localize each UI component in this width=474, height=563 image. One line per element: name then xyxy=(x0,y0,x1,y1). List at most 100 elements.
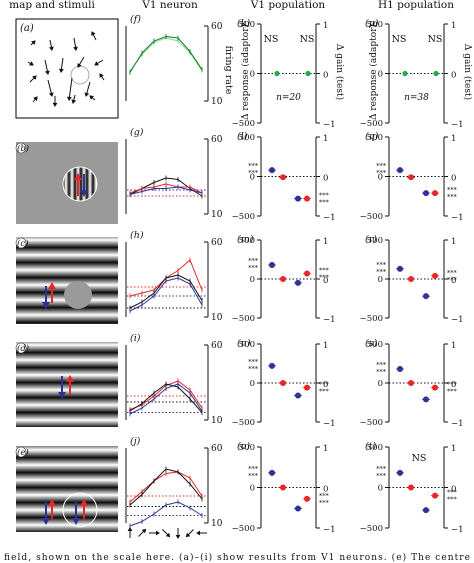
tick-label: 0 xyxy=(378,173,383,183)
tick-label: 10 xyxy=(211,313,223,323)
vector-head xyxy=(66,96,72,101)
tick-label: 10 xyxy=(211,416,223,426)
direction-arrow-head xyxy=(185,532,191,538)
tick-label: 0 xyxy=(378,484,383,494)
direction-arrow-head xyxy=(156,530,160,536)
vector-head xyxy=(91,31,96,36)
vector-head xyxy=(99,73,104,78)
tick-label: −1 xyxy=(323,525,336,535)
delta-response-label-v1: Δ response (adaptor) xyxy=(240,24,251,120)
data-point xyxy=(295,392,301,399)
significance-stars: *** xyxy=(447,496,458,504)
tick-label: −500 xyxy=(360,119,383,129)
tick-label: 1 xyxy=(323,237,328,247)
data-point xyxy=(305,70,311,77)
data-point xyxy=(295,195,301,202)
header-h1-population: H1 population xyxy=(378,0,454,11)
ns-label: NS xyxy=(300,34,315,45)
header-v1-population: V1 population xyxy=(250,0,326,11)
tick-label: −500 xyxy=(232,524,255,534)
significance-stars: *** xyxy=(447,193,458,201)
significance-stars: *** xyxy=(248,358,259,366)
tick-label: 1 xyxy=(451,341,456,351)
data-point xyxy=(304,195,310,202)
tick-label: −1 xyxy=(451,120,464,130)
tick-label: 500 xyxy=(367,340,383,350)
significance-stars: *** xyxy=(319,267,330,275)
data-point xyxy=(432,190,438,197)
direction-arrow-head xyxy=(141,528,147,534)
vector-head xyxy=(32,75,37,80)
tick-label: 0 xyxy=(451,380,456,390)
panel-letter: (h) xyxy=(130,230,144,241)
vector-head xyxy=(84,92,90,97)
panel-letter: (f) xyxy=(130,14,141,25)
data-point xyxy=(397,167,403,174)
data-point xyxy=(423,507,429,514)
panel-letter: (r) xyxy=(365,234,377,245)
direction-arrow-head xyxy=(196,530,200,536)
tick-label: 1 xyxy=(323,21,328,31)
ns-label: NS xyxy=(392,34,407,45)
direction-arrows xyxy=(127,527,207,539)
tick-label: 0 xyxy=(250,484,255,494)
panel-b-stimulus: (b) xyxy=(15,142,118,224)
data-point xyxy=(304,270,310,277)
data-point xyxy=(408,174,414,181)
significance-stars: *** xyxy=(447,388,458,396)
significance-stars: *** xyxy=(248,472,259,480)
panel-letter: (t) xyxy=(365,441,377,452)
delta-response-label-h1: Δ response (adaptor) xyxy=(368,24,379,120)
data-point xyxy=(402,70,408,77)
panel-d-stimulus: (d) xyxy=(15,342,118,427)
tick-label: 10 xyxy=(211,210,223,220)
direction-arrow-head xyxy=(175,535,181,539)
data-point xyxy=(269,362,275,369)
significance-stars: *** xyxy=(319,381,330,389)
data-point xyxy=(295,279,301,286)
motion-vector xyxy=(68,77,73,101)
vector-head xyxy=(89,95,94,100)
tick-label: 10 xyxy=(211,519,223,529)
data-point xyxy=(295,505,301,512)
data-point xyxy=(433,70,439,77)
tick-label: 0 xyxy=(323,71,328,81)
tick-label: −1 xyxy=(323,120,336,130)
panel-c-stimulus: (c) xyxy=(15,237,118,324)
vector-head xyxy=(44,70,50,75)
significance-stars: *** xyxy=(319,192,330,200)
vector-head xyxy=(31,40,36,45)
panel-letter: (n) xyxy=(237,338,251,349)
tick-label: 500 xyxy=(367,443,383,453)
significance-stars: *** xyxy=(248,264,259,272)
tick-label: 0 xyxy=(250,70,255,80)
panel-letter: (j) xyxy=(130,436,141,447)
vector-head xyxy=(73,46,78,51)
significance-stars: *** xyxy=(248,465,259,473)
significance-stars: *** xyxy=(447,489,458,497)
tick-label: 60 xyxy=(211,238,223,248)
tick-label: 500 xyxy=(239,236,255,246)
tick-label: −500 xyxy=(232,212,255,222)
tick-label: 60 xyxy=(211,341,223,351)
data-point xyxy=(280,174,286,181)
significance-stars: *** xyxy=(376,268,387,276)
tick-label: 60 xyxy=(211,22,223,32)
data-point xyxy=(423,396,429,403)
tick-label: 1 xyxy=(451,444,456,454)
header-v1-neuron: V1 neuron xyxy=(141,0,198,11)
tick-label: −1 xyxy=(451,525,464,535)
tick-label: 1 xyxy=(323,341,328,351)
data-point xyxy=(423,293,429,300)
significance-stars: *** xyxy=(447,269,458,277)
n-label: n=20 xyxy=(276,93,301,103)
tick-label: −500 xyxy=(360,314,383,324)
tick-label: 1 xyxy=(451,21,456,31)
significance-stars: *** xyxy=(376,368,387,376)
significance-stars: *** xyxy=(319,388,330,396)
